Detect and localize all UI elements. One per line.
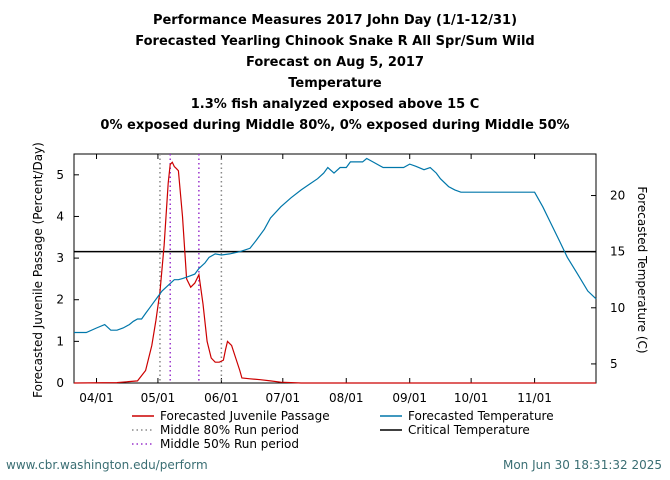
legend-label-4: Middle 50% Run period	[160, 437, 299, 451]
x-tick-label-0: 04/01	[79, 391, 114, 405]
y-axis-label: Forecasted Juvenile Passage (Percent/Day…	[31, 142, 45, 398]
y-tick-label-4: 4	[56, 209, 64, 223]
x-tick-label-7: 11/01	[517, 391, 552, 405]
y-tick-label-0: 0	[56, 376, 64, 390]
y-tick-label-3: 3	[56, 251, 64, 265]
x-tick-label-3: 07/01	[266, 391, 301, 405]
legend-label-0: Forecasted Juvenile Passage	[160, 409, 330, 423]
title-line-4: Temperature	[288, 76, 382, 91]
y2-tick-label-1: 10	[610, 301, 625, 315]
title-line-2: Forecasted Yearling Chinook Snake R All …	[135, 34, 535, 49]
title-line-6: 0% exposed during Middle 80%, 0% exposed…	[100, 118, 570, 133]
x-tick-label-6: 10/01	[454, 391, 489, 405]
y2-tick-label-2: 15	[610, 245, 625, 259]
y-tick-label-5: 5	[56, 168, 64, 182]
x-tick-label-2: 06/01	[204, 391, 239, 405]
series-line-1	[74, 157, 597, 334]
chart-marks: 04/01 05/01 06/01 07/01 08/01 09/01 10/01 11/01…	[56, 153, 625, 451]
y-tick-label-1: 1	[56, 334, 64, 348]
y2-tick-label-0: 5	[610, 357, 618, 371]
legend-label-3: Critical Temperature	[408, 423, 530, 437]
title-line-1: Performance Measures 2017 John Day (1/1-…	[152, 13, 518, 28]
chart-title: Performance Measures 2017 John Day (1/1-…	[0, 10, 670, 136]
legend-label-2: Middle 80% Run period	[160, 423, 299, 437]
y-tick-label-2: 2	[56, 293, 64, 307]
plot-frame	[73, 153, 597, 384]
legend-label-1: Forecasted Temperature	[408, 409, 554, 423]
series-line-0	[73, 161, 596, 384]
x-tick-label-1: 05/01	[141, 391, 176, 405]
footer-timestamp: Mon Jun 30 18:31:32 2025	[502, 458, 662, 472]
x-tick-label-5: 09/01	[392, 391, 427, 405]
x-tick-label-4: 08/01	[329, 391, 364, 405]
footer-source-url[interactable]: www.cbr.washington.edu/perform	[6, 458, 208, 472]
y2-axis-label: Forecasted Temperature (C)	[635, 186, 649, 353]
title-line-5: 1.3% fish analyzed exposed above 15 C	[190, 97, 480, 112]
title-line-3: Forecast on Aug 5, 2017	[245, 55, 425, 70]
y2-tick-label-3: 20	[610, 189, 625, 203]
